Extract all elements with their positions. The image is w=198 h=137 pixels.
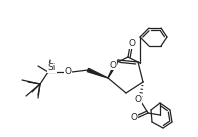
Text: O: O — [129, 39, 135, 48]
Text: O: O — [109, 61, 116, 69]
Text: O: O — [65, 66, 71, 75]
Polygon shape — [87, 68, 108, 78]
Text: O: O — [130, 113, 137, 122]
Text: O: O — [134, 95, 142, 103]
Text: Si: Si — [48, 64, 56, 72]
Polygon shape — [108, 62, 117, 78]
